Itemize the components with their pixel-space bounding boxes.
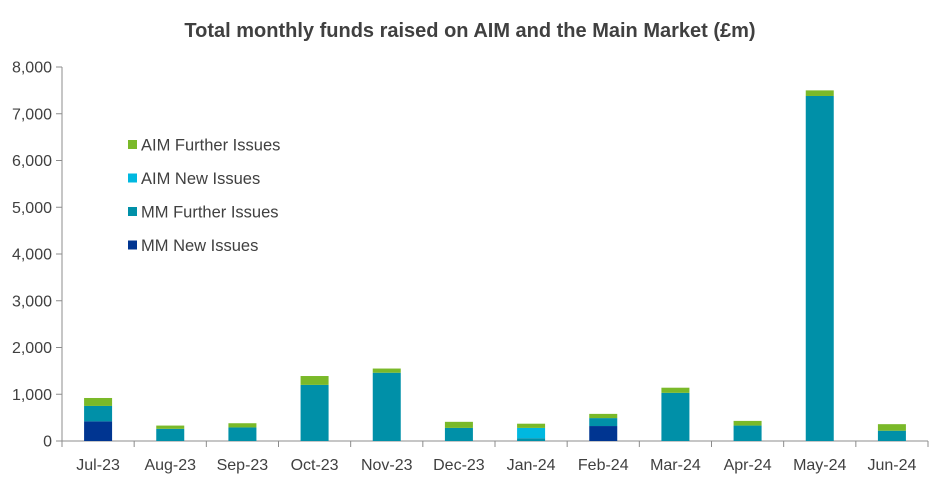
bar-segment-mm-further-issues xyxy=(661,392,690,441)
legend-label-mm-new-issues: MM New Issues xyxy=(141,237,258,255)
y-tick-label: 6,000 xyxy=(12,153,52,170)
bar-segment-mm-further-issues xyxy=(733,425,762,441)
x-tick-label: Dec-23 xyxy=(433,457,485,474)
y-tick-label: 1,000 xyxy=(12,387,52,404)
bar-segment-aim-further-issues xyxy=(372,368,401,373)
legend-swatch-mm-further-issues xyxy=(128,207,137,216)
x-tick-label: May-24 xyxy=(793,457,846,474)
bar-segment-aim-further-issues xyxy=(444,421,473,428)
y-tick-label: 2,000 xyxy=(12,340,52,357)
bar-segment-aim-new-issues xyxy=(517,427,546,439)
y-tick-label: 5,000 xyxy=(12,200,52,217)
y-tick-label: 4,000 xyxy=(12,247,52,264)
bar-segment-mm-further-issues xyxy=(300,384,329,441)
x-tick-label: Jan-24 xyxy=(507,457,556,474)
x-tick-label: Jul-23 xyxy=(76,457,120,474)
x-tick-label: Apr-24 xyxy=(724,457,772,474)
bar-segment-mm-new-issues xyxy=(84,421,113,441)
bar-segment-mm-new-issues xyxy=(589,426,618,441)
bar-segment-aim-further-issues xyxy=(300,376,329,385)
bar-segment-mm-further-issues xyxy=(228,427,257,441)
bar-segment-mm-further-issues xyxy=(156,428,185,441)
y-axis: 0 1,000 2,000 3,000 4,000 5,000 6,000 7,000 8,00… xyxy=(12,60,63,451)
y-tick-label: 0 xyxy=(43,434,52,451)
y-tick-label: 8,000 xyxy=(12,60,52,77)
legend-swatch-aim-further-issues xyxy=(128,140,137,149)
x-tick-label: Oct-23 xyxy=(291,457,339,474)
bars xyxy=(84,90,906,442)
y-tick-label: 7,000 xyxy=(12,106,52,123)
x-tick-label: Mar-24 xyxy=(650,457,701,474)
legend-swatch-aim-new-issues xyxy=(128,173,137,183)
legend: AIM Further Issues AIM New Issues MM Furth… xyxy=(128,137,280,255)
legend-swatch-mm-new-issues xyxy=(128,240,137,250)
legend-label-mm-further-issues: MM Further Issues xyxy=(141,204,279,222)
bar-segment-aim-further-issues xyxy=(156,425,185,429)
bar-segment-aim-further-issues xyxy=(733,420,762,426)
bar-segment-aim-further-issues xyxy=(661,387,690,393)
x-tick-label: Sep-23 xyxy=(217,457,269,474)
bar-segment-mm-further-issues xyxy=(589,418,618,427)
bar-segment-mm-further-issues xyxy=(372,372,401,441)
y-tick-label: 3,000 xyxy=(12,293,52,310)
bar-segment-mm-further-issues xyxy=(444,427,473,441)
x-tick-label: Aug-23 xyxy=(144,457,196,474)
bar-segment-aim-further-issues xyxy=(877,424,906,431)
chart-title: Total monthly funds raised on AIM and th… xyxy=(184,20,755,42)
bar-segment-aim-further-issues xyxy=(805,90,834,96)
x-tick-label: Nov-23 xyxy=(361,457,413,474)
bar-segment-mm-further-issues xyxy=(877,430,906,441)
x-axis: Jul-23 Aug-23 Sep-23 Oct-23 Nov-23 Dec-23 Jan-… xyxy=(61,440,929,474)
bar-segment-mm-further-issues xyxy=(805,95,834,442)
x-tick-label: Jun-24 xyxy=(867,457,916,474)
bar-segment-mm-further-issues xyxy=(84,405,113,422)
bar-segment-aim-further-issues xyxy=(228,423,257,428)
bar-segment-mm-further-issues xyxy=(517,438,546,441)
x-tick-label: Feb-24 xyxy=(578,457,629,474)
bar-segment-aim-further-issues xyxy=(84,397,113,406)
legend-label-aim-further-issues: AIM Further Issues xyxy=(141,137,280,155)
bar-segment-aim-further-issues xyxy=(589,413,618,419)
legend-label-aim-new-issues: AIM New Issues xyxy=(141,170,260,188)
bar-segment-aim-further-issues xyxy=(517,423,546,428)
